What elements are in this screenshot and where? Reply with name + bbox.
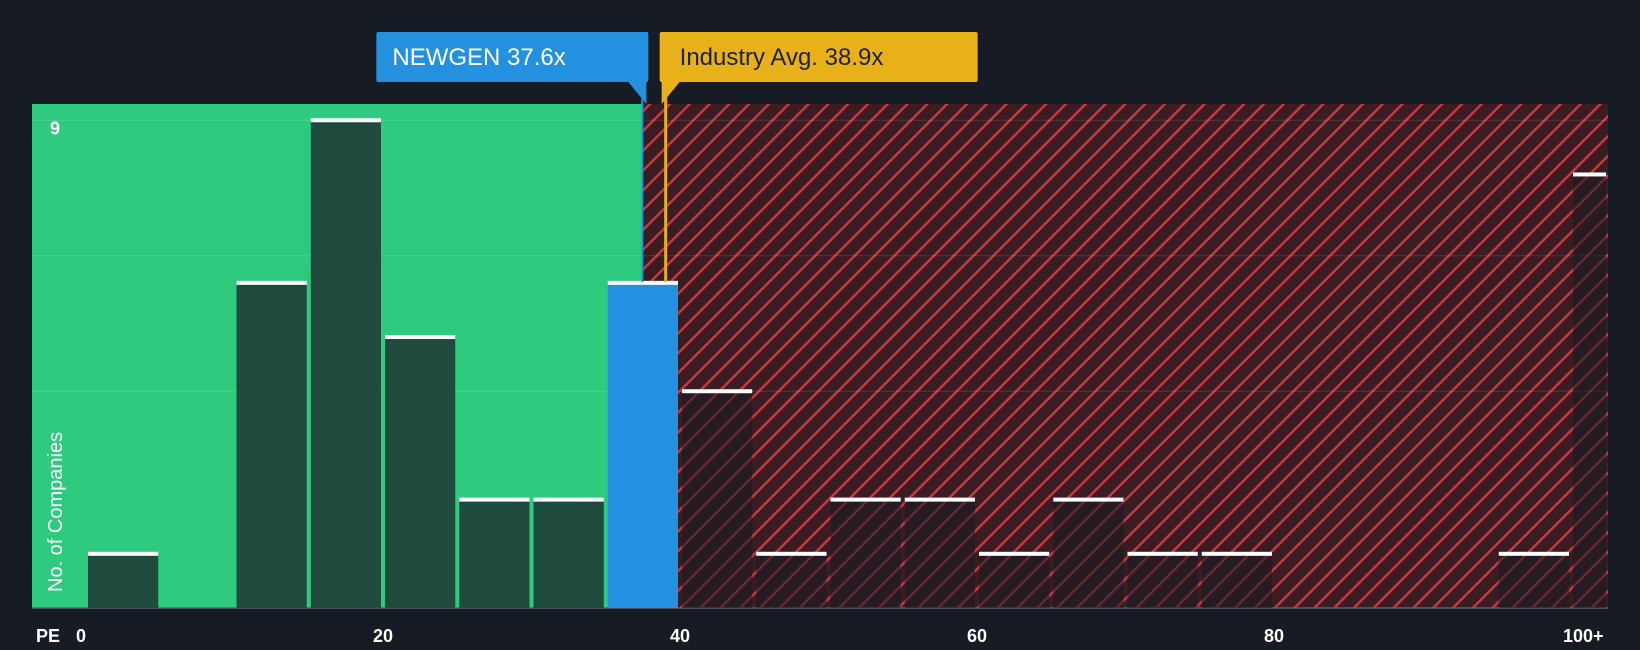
histogram-bar: [1201, 553, 1272, 608]
x-tick-label: 60: [967, 626, 987, 646]
histogram-bar: [1127, 553, 1198, 608]
x-tick-label: 100+: [1563, 626, 1604, 646]
histogram-bar-cap: [1127, 551, 1198, 556]
histogram-bar: [236, 282, 307, 608]
histogram-bar: [385, 337, 456, 608]
industry-callout-label: Industry Avg. 38.9x: [680, 44, 884, 71]
histogram-bar: [310, 120, 381, 609]
histogram-bar: [979, 553, 1050, 608]
overvalued-zone-hatch: [642, 104, 1608, 608]
y-tick-label: 9: [50, 118, 60, 138]
histogram-bar-cap: [756, 551, 827, 556]
histogram-bar: [607, 282, 678, 608]
histogram-bar-cap: [1053, 497, 1124, 502]
histogram-bar-cap: [88, 551, 159, 556]
histogram-bar-cap: [682, 389, 753, 394]
company-callout-pointer: [628, 82, 647, 104]
histogram-bar-cap: [533, 497, 604, 502]
histogram-bar-cap: [979, 551, 1050, 556]
y-axis-title: No. of Companies: [45, 432, 67, 592]
histogram-bar: [756, 553, 827, 608]
x-axis-title: PE: [36, 626, 60, 646]
histogram-bar-cap: [1201, 551, 1272, 556]
histogram-bar: [682, 391, 753, 608]
histogram-bar-cap: [1498, 551, 1569, 556]
company-callout-box: [376, 32, 649, 82]
histogram-bar: [1053, 499, 1124, 608]
x-tick-label: 40: [670, 626, 690, 646]
histogram-bar: [88, 553, 159, 608]
histogram-bar: [459, 499, 530, 608]
histogram-bar: [1498, 553, 1569, 608]
industry-callout-box: [659, 32, 978, 82]
histogram-bar: [904, 499, 975, 608]
x-tick-label: 80: [1264, 626, 1284, 646]
histogram-bar-cap: [236, 280, 307, 285]
histogram-bar-cap: [830, 497, 901, 502]
histogram-bar: [1573, 174, 1607, 609]
histogram-bar-cap: [310, 118, 381, 123]
x-tick-label: 0: [76, 626, 86, 646]
histogram-bar-cap: [1573, 172, 1607, 177]
histogram-bar-cap: [904, 497, 975, 502]
x-tick-label: 20: [373, 626, 393, 646]
histogram-bar-cap: [385, 335, 456, 340]
histogram-bar: [533, 499, 604, 608]
industry-callout-pointer: [661, 82, 680, 104]
company-callout-label: NEWGEN 37.6x: [392, 44, 565, 71]
histogram-bar-cap: [459, 497, 530, 502]
histogram-bar: [830, 499, 901, 608]
highlighted-bar-cap: [607, 280, 678, 285]
